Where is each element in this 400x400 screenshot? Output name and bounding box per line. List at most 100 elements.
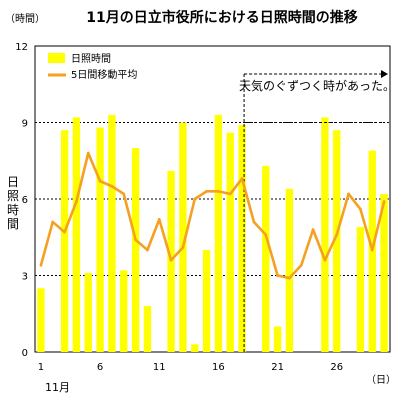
month-label: 11月: [45, 381, 70, 394]
bar-day-26: [333, 130, 341, 352]
line-segment-9: [134, 238, 149, 252]
annotation-arrow-icon: [381, 70, 388, 78]
bar-day-22: [285, 188, 294, 352]
line-point-day-8: [122, 192, 126, 196]
line-segment-19: [252, 220, 268, 236]
y-axis-label-char-2: 照: [7, 189, 19, 203]
line-segment-23: [299, 228, 315, 267]
line-segment-29: [370, 200, 386, 252]
line-point-day-30: [382, 200, 386, 203]
line-segment-27: [347, 192, 362, 211]
bar-day-3: [60, 130, 69, 352]
line-point-day-28: [359, 207, 362, 211]
line-segment-25: [323, 233, 339, 262]
line-segment-5: [86, 151, 102, 183]
line-segment-10: [146, 218, 161, 252]
line-point-day-25: [323, 258, 327, 262]
line-segment-8: [122, 192, 137, 242]
line-point-day-1: [39, 264, 43, 267]
line-segment-7: [110, 184, 126, 196]
legend-bar-swatch: [48, 53, 65, 63]
line-point-day-15: [205, 190, 208, 193]
x-tick-label: 1: [38, 362, 44, 373]
line-point-day-22: [288, 276, 291, 280]
x-tick-label: 11: [153, 362, 166, 373]
line-point-day-12: [169, 258, 173, 262]
line-point-day-18: [240, 177, 244, 180]
x-tick-label: 21: [271, 362, 284, 373]
line-segment-26: [335, 192, 350, 236]
line-segment-17: [228, 177, 244, 196]
line-point-day-19: [252, 220, 256, 224]
bar-day-21: [273, 326, 282, 352]
line-point-day-4: [75, 200, 78, 203]
line-point-day-24: [311, 228, 315, 231]
line-point-day-20: [264, 233, 268, 236]
line-point-day-5: [86, 151, 90, 155]
y-tick-label: 9: [22, 119, 28, 130]
y-axis-label-char-3: 時: [7, 203, 19, 217]
y-axis-ticks: 0 3 6 9 12: [15, 42, 28, 359]
x-unit-label: （日）: [366, 374, 396, 386]
line-segment-2: [51, 220, 66, 234]
line-segment-16: [217, 190, 232, 196]
line-segment-21: [276, 274, 291, 280]
line-segment-1: [39, 220, 55, 267]
line-segment-4: [75, 151, 90, 203]
bar-day-14: [191, 344, 199, 352]
bar-day-18: [238, 125, 246, 352]
y-tick-label: 0: [22, 348, 28, 359]
line-point-day-14: [193, 197, 197, 201]
line-segment-28: [359, 207, 374, 252]
line-point-day-11: [157, 218, 161, 221]
bar-day-13: [179, 122, 187, 352]
annotation-text: 天気のぐずつく時があった。: [239, 78, 395, 93]
bar-day-6: [96, 127, 104, 352]
y-axis-label-char-4: 間: [7, 217, 19, 231]
line-point-day-21: [276, 274, 279, 277]
line-point-day-29: [370, 248, 374, 252]
bar-day-8: [120, 270, 128, 352]
line-segment-22: [288, 263, 303, 280]
line-point-day-9: [134, 238, 137, 242]
line-point-day-17: [228, 192, 232, 196]
x-tick-label: 16: [212, 362, 225, 373]
line-point-day-23: [299, 264, 303, 267]
bar-day-4: [72, 117, 81, 353]
line-segment-13: [181, 197, 197, 249]
bar-day-5: [84, 272, 92, 352]
line-segment-14: [193, 190, 208, 201]
bar-day-1: [37, 288, 45, 352]
annotation-box: 天気のぐずつく時があった。: [239, 70, 395, 352]
x-tick-label: 6: [97, 362, 103, 373]
bar-day-10: [143, 306, 152, 352]
line-point-day-3: [63, 230, 66, 234]
line-point-day-27: [347, 192, 350, 196]
legend-line-label: 5日間移動平均: [71, 68, 137, 81]
x-axis-ticks: 1 6 11 16 21 26: [38, 362, 343, 373]
y-tick-label: 3: [22, 272, 28, 283]
line-point-day-6: [98, 179, 102, 183]
y-tick-label: 6: [22, 195, 28, 206]
bar-day-28: [356, 227, 365, 352]
bar-day-7: [108, 114, 116, 352]
line-segment-24: [311, 228, 327, 262]
line-segment-11: [157, 218, 173, 262]
bar-day-16: [214, 114, 223, 352]
bar-day-9: [131, 148, 140, 352]
line-point-day-16: [217, 190, 220, 193]
line-segment-6: [98, 179, 114, 188]
grid-lines: [35, 122, 390, 276]
line-segment-18: [240, 177, 256, 224]
bar-day-30: [380, 193, 388, 352]
line-segment-12: [169, 246, 185, 262]
line-segment-20: [264, 233, 279, 277]
bar-day-17: [226, 132, 234, 352]
y-axis-label-char-1: 日: [7, 175, 19, 189]
legend-bar-label: 日照時間: [71, 53, 111, 65]
line-point-day-26: [335, 233, 339, 236]
chart-title: 11月の日立市役所における日照時間の推移: [86, 9, 357, 26]
legend: 日照時間 5日間移動平均: [48, 53, 137, 81]
line-segment-3: [63, 200, 78, 234]
line-point-day-13: [181, 246, 185, 249]
